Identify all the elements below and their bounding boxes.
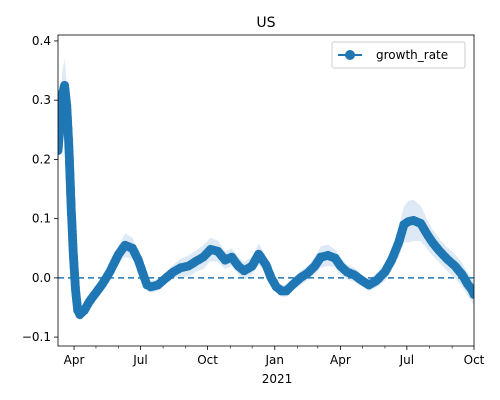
x-axis: Apr Jul Oct Jan Apr Jul Oct — [64, 346, 485, 367]
legend: growth_rate — [331, 41, 466, 69]
series-line-growth-rate — [58, 85, 474, 317]
x-tick-label: Jul — [399, 353, 414, 367]
legend-entry: growth_rate — [376, 48, 448, 62]
plot-frame — [57, 34, 475, 347]
chart-title: US — [256, 15, 275, 31]
confidence-band — [58, 58, 474, 321]
y-tick-label: 0.2 — [32, 152, 51, 166]
y-tick-label: 0.3 — [32, 93, 51, 107]
x-tick-label: Oct — [197, 353, 218, 367]
legend-box — [331, 41, 466, 69]
y-tick-label: 0.0 — [32, 271, 51, 285]
x-tick-label: Jan — [265, 353, 285, 367]
data-point — [469, 290, 474, 299]
y-tick-label: 0.4 — [32, 34, 51, 48]
confidence-band-layer — [58, 58, 474, 321]
x-year-label: 2021 — [262, 372, 293, 386]
y-tick-label: −0.1 — [22, 330, 51, 344]
x-tick-label: Jul — [132, 353, 147, 367]
plot-area — [57, 34, 475, 347]
series-layer — [58, 80, 474, 320]
x-tick-label: Apr — [330, 353, 351, 367]
legend-marker — [345, 50, 355, 60]
x-tick-label: Oct — [464, 353, 485, 367]
y-tick-label: 0.1 — [32, 212, 51, 226]
x-tick-label: Apr — [64, 353, 85, 367]
y-axis: −0.1 0.0 0.1 0.2 0.3 0.4 — [22, 34, 58, 344]
